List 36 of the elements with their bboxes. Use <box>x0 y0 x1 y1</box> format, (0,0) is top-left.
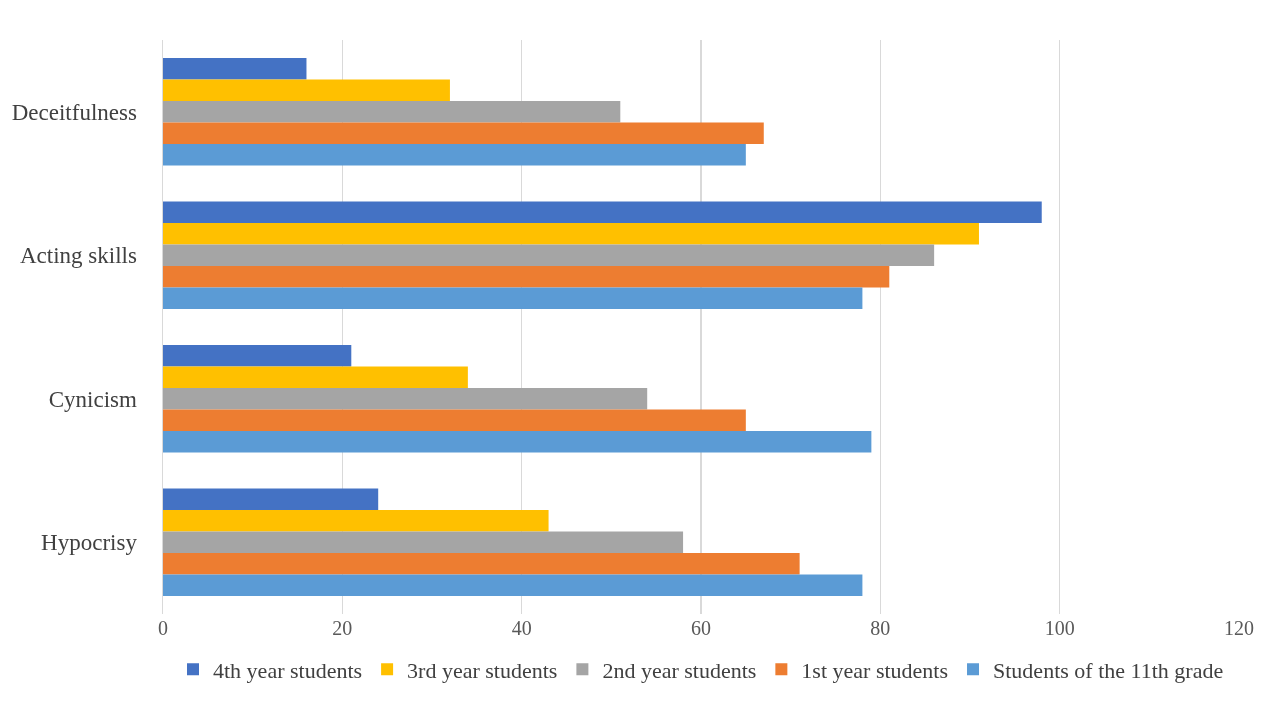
bar <box>163 366 468 388</box>
x-tick-label: 120 <box>1224 617 1254 639</box>
legend-label: Students of the 11th grade <box>993 657 1224 683</box>
bar <box>163 100 621 123</box>
x-tick-label: 0 <box>158 617 168 639</box>
legend-label: 2nd year students <box>602 657 757 683</box>
bar <box>163 287 863 310</box>
y-tick-label: Cynicism <box>48 386 138 412</box>
bar <box>163 79 450 101</box>
legend-label: 3rd year students <box>407 657 558 683</box>
bar <box>163 266 890 288</box>
y-tick-label: Deceitfulness <box>11 99 137 125</box>
x-tick-label: 80 <box>870 617 891 639</box>
x-tick-label: 60 <box>691 617 711 639</box>
bar <box>163 122 764 145</box>
bar <box>163 431 872 453</box>
legend-label: 1st year students <box>801 657 949 683</box>
x-tick-label: 20 <box>332 617 353 639</box>
bar <box>163 144 746 166</box>
bar <box>163 409 746 432</box>
bar <box>163 244 935 267</box>
bar <box>163 222 979 245</box>
bar <box>163 553 800 575</box>
bar <box>163 488 379 510</box>
y-tick-label: Acting skills <box>19 243 137 269</box>
x-tick-label: 40 <box>511 617 532 639</box>
bar <box>163 509 549 532</box>
bar <box>163 531 684 554</box>
x-tick-label: 100 <box>1044 617 1075 639</box>
bar <box>163 344 352 367</box>
bar <box>163 387 648 410</box>
legend-label: 4th year students <box>213 657 363 683</box>
bar <box>163 574 863 597</box>
bar <box>163 57 307 80</box>
bar <box>163 201 1042 223</box>
y-tick-label: Hypocrisy <box>41 530 138 556</box>
